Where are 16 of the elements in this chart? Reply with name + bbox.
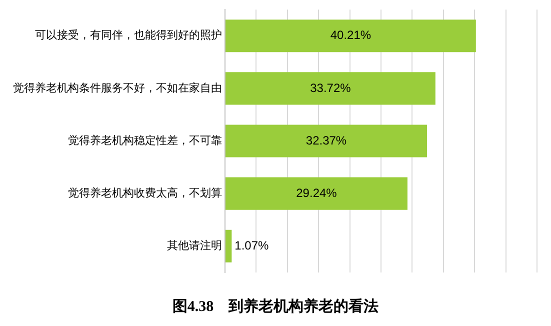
bar <box>226 124 427 158</box>
data-label: 40.21% <box>330 28 372 42</box>
data-label: 33.72% <box>310 80 352 95</box>
y-tick-label: 觉得养老机构条件服务不好，不如在家自由 <box>13 81 222 94</box>
y-tick-label: 觉得养老机构稳定性差，不可靠 <box>68 134 222 147</box>
bar <box>226 72 436 105</box>
text: 图4.38 到养老机构养老的看法 <box>171 297 380 316</box>
bar <box>226 20 476 52</box>
y-tick-label: 其他请注明 <box>167 238 222 252</box>
y-tick-label: 可以接受，有同伴，也能得到好的照护 <box>35 28 222 42</box>
data-label: 32.37% <box>306 133 347 148</box>
data-label: 29.24% <box>296 186 338 200</box>
y-tick-label: 觉得养老机构收费太高，不划算 <box>68 186 222 200</box>
data-label: 1.07% <box>234 238 270 252</box>
bar <box>226 177 408 210</box>
bar <box>226 230 232 262</box>
